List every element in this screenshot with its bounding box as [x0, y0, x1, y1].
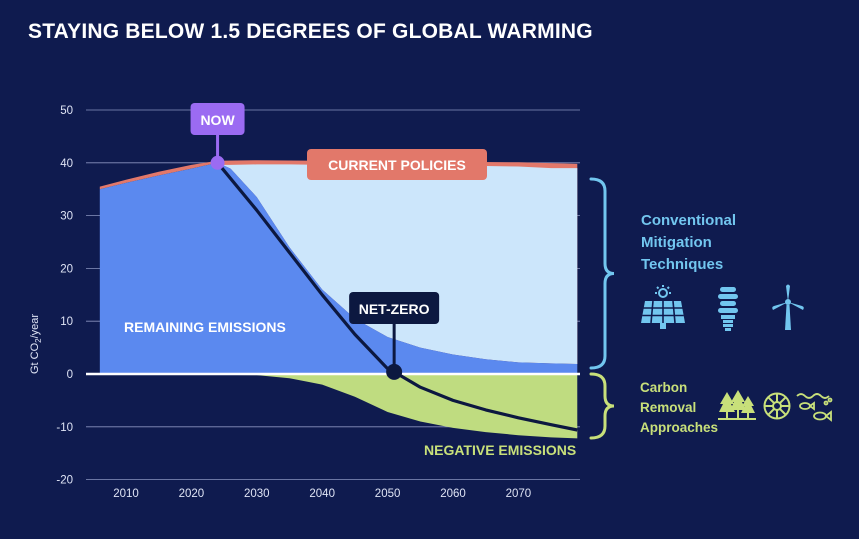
remaining-emissions-label: REMAINING EMISSIONS	[124, 319, 286, 335]
y-tick-label: -10	[56, 422, 73, 434]
carbon-line-3: Approaches	[640, 420, 719, 435]
sun-wheel-icon	[763, 392, 791, 420]
net-zero-point	[386, 363, 403, 380]
carbon-removal-brace	[589, 372, 615, 440]
now-label: NOW	[200, 112, 235, 128]
y-tick-label: 10	[60, 316, 73, 328]
braces	[589, 177, 615, 440]
carbon-line-1: Carbon	[640, 380, 688, 395]
x-tick-label: 2070	[506, 488, 532, 500]
chart-areas	[99, 160, 578, 439]
carbon-removal-label: Carbon Removal Approaches	[640, 378, 718, 438]
conventional-line-2: Mitigation	[641, 234, 712, 251]
negative-emissions-area	[99, 374, 578, 439]
y-tick-label: 40	[60, 158, 73, 170]
net-zero-label: NET-ZERO	[359, 301, 430, 317]
conventional-mitigation-area	[217, 162, 578, 364]
now-point	[210, 155, 225, 170]
conventional-mitigation-label: Conventional Mitigation Techniques	[641, 210, 736, 276]
solar-panel-icon	[641, 285, 685, 329]
wind-turbine-icon	[772, 284, 804, 330]
chart-labels: NOW CURRENT POLICIES NET-ZERO REMAINING EMI…	[124, 103, 576, 458]
x-tick-label: 2010	[113, 488, 139, 500]
x-tick-label: 2040	[309, 488, 335, 500]
y-tick-label: 30	[60, 211, 73, 223]
current-policies-label: CURRENT POLICIES	[328, 157, 466, 173]
current-policies-badge	[307, 149, 487, 180]
y-tick-label: -20	[56, 475, 73, 487]
forest-icon	[718, 390, 756, 420]
remaining-emissions-area	[99, 162, 578, 374]
x-tick-label: 2020	[179, 488, 205, 500]
conventional-brace	[589, 177, 615, 370]
negative-emissions-label: NEGATIVE EMISSIONS	[424, 442, 576, 458]
now-badge	[190, 103, 245, 135]
y-tick-label: 0	[67, 369, 73, 381]
conventional-line-1: Conventional	[641, 212, 737, 229]
y-tick-label: 20	[60, 263, 73, 275]
light-bulb-icon	[718, 287, 738, 331]
x-tick-label: 2030	[244, 488, 270, 500]
x-tick-label: 2050	[375, 488, 401, 500]
carbon-line-2: Removal	[640, 400, 697, 415]
conventional-line-3: Techniques	[641, 256, 724, 273]
fish-waves-icon	[796, 393, 833, 422]
page-title: STAYING BELOW 1.5 DEGREES OF GLOBAL WARM…	[28, 20, 593, 43]
y-axis-label: Gt CO2/year	[29, 314, 43, 374]
net-zero-badge	[349, 292, 440, 324]
x-tick-label: 2060	[440, 488, 466, 500]
y-tick-label: 50	[60, 105, 73, 117]
